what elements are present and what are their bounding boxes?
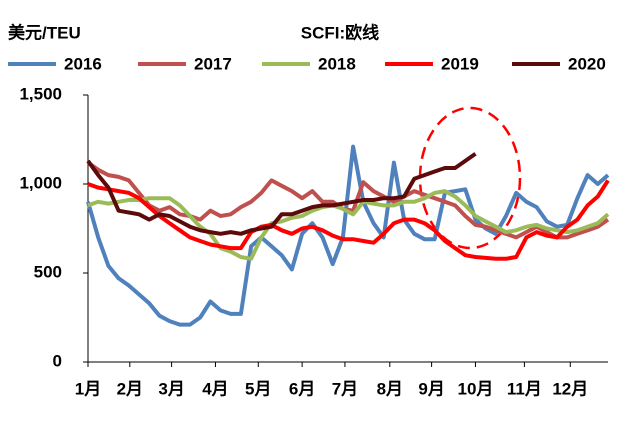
- legend-label: 2020: [568, 54, 606, 73]
- series-line: [87, 189, 610, 261]
- x-tick-label: 1月: [75, 379, 101, 398]
- series-line: [86, 144, 610, 327]
- x-tick-label: 8月: [377, 379, 403, 398]
- series-line: [87, 179, 610, 261]
- y-tick-label: 0: [53, 351, 62, 370]
- legend-label: 2019: [441, 54, 479, 73]
- x-tick-label: 11月: [507, 379, 542, 398]
- x-tick-label: 4月: [202, 379, 228, 398]
- legend-label: 2016: [64, 54, 102, 73]
- legend-label: 2018: [318, 54, 356, 73]
- x-tick-label: 3月: [158, 379, 184, 398]
- x-tick-label: 2月: [117, 379, 143, 398]
- x-tick-label: 9月: [418, 379, 444, 398]
- legend-label: 2017: [194, 54, 232, 73]
- highlight-ellipse: [418, 106, 522, 250]
- x-tick-label: 7月: [332, 379, 358, 398]
- y-tick-label: 500: [34, 262, 62, 281]
- x-tick-label: 12月: [552, 379, 588, 398]
- x-tick-label: 6月: [289, 379, 315, 398]
- chart-title: SCFI:欧线: [301, 22, 379, 42]
- y-tick-label: 1,000: [19, 173, 62, 192]
- y-axis-label: 美元/TEU: [8, 22, 81, 42]
- y-tick-label: 1,500: [19, 84, 62, 103]
- x-tick-label: 10月: [457, 379, 493, 398]
- x-tick-label: 5月: [245, 379, 271, 398]
- series-line: [86, 152, 477, 236]
